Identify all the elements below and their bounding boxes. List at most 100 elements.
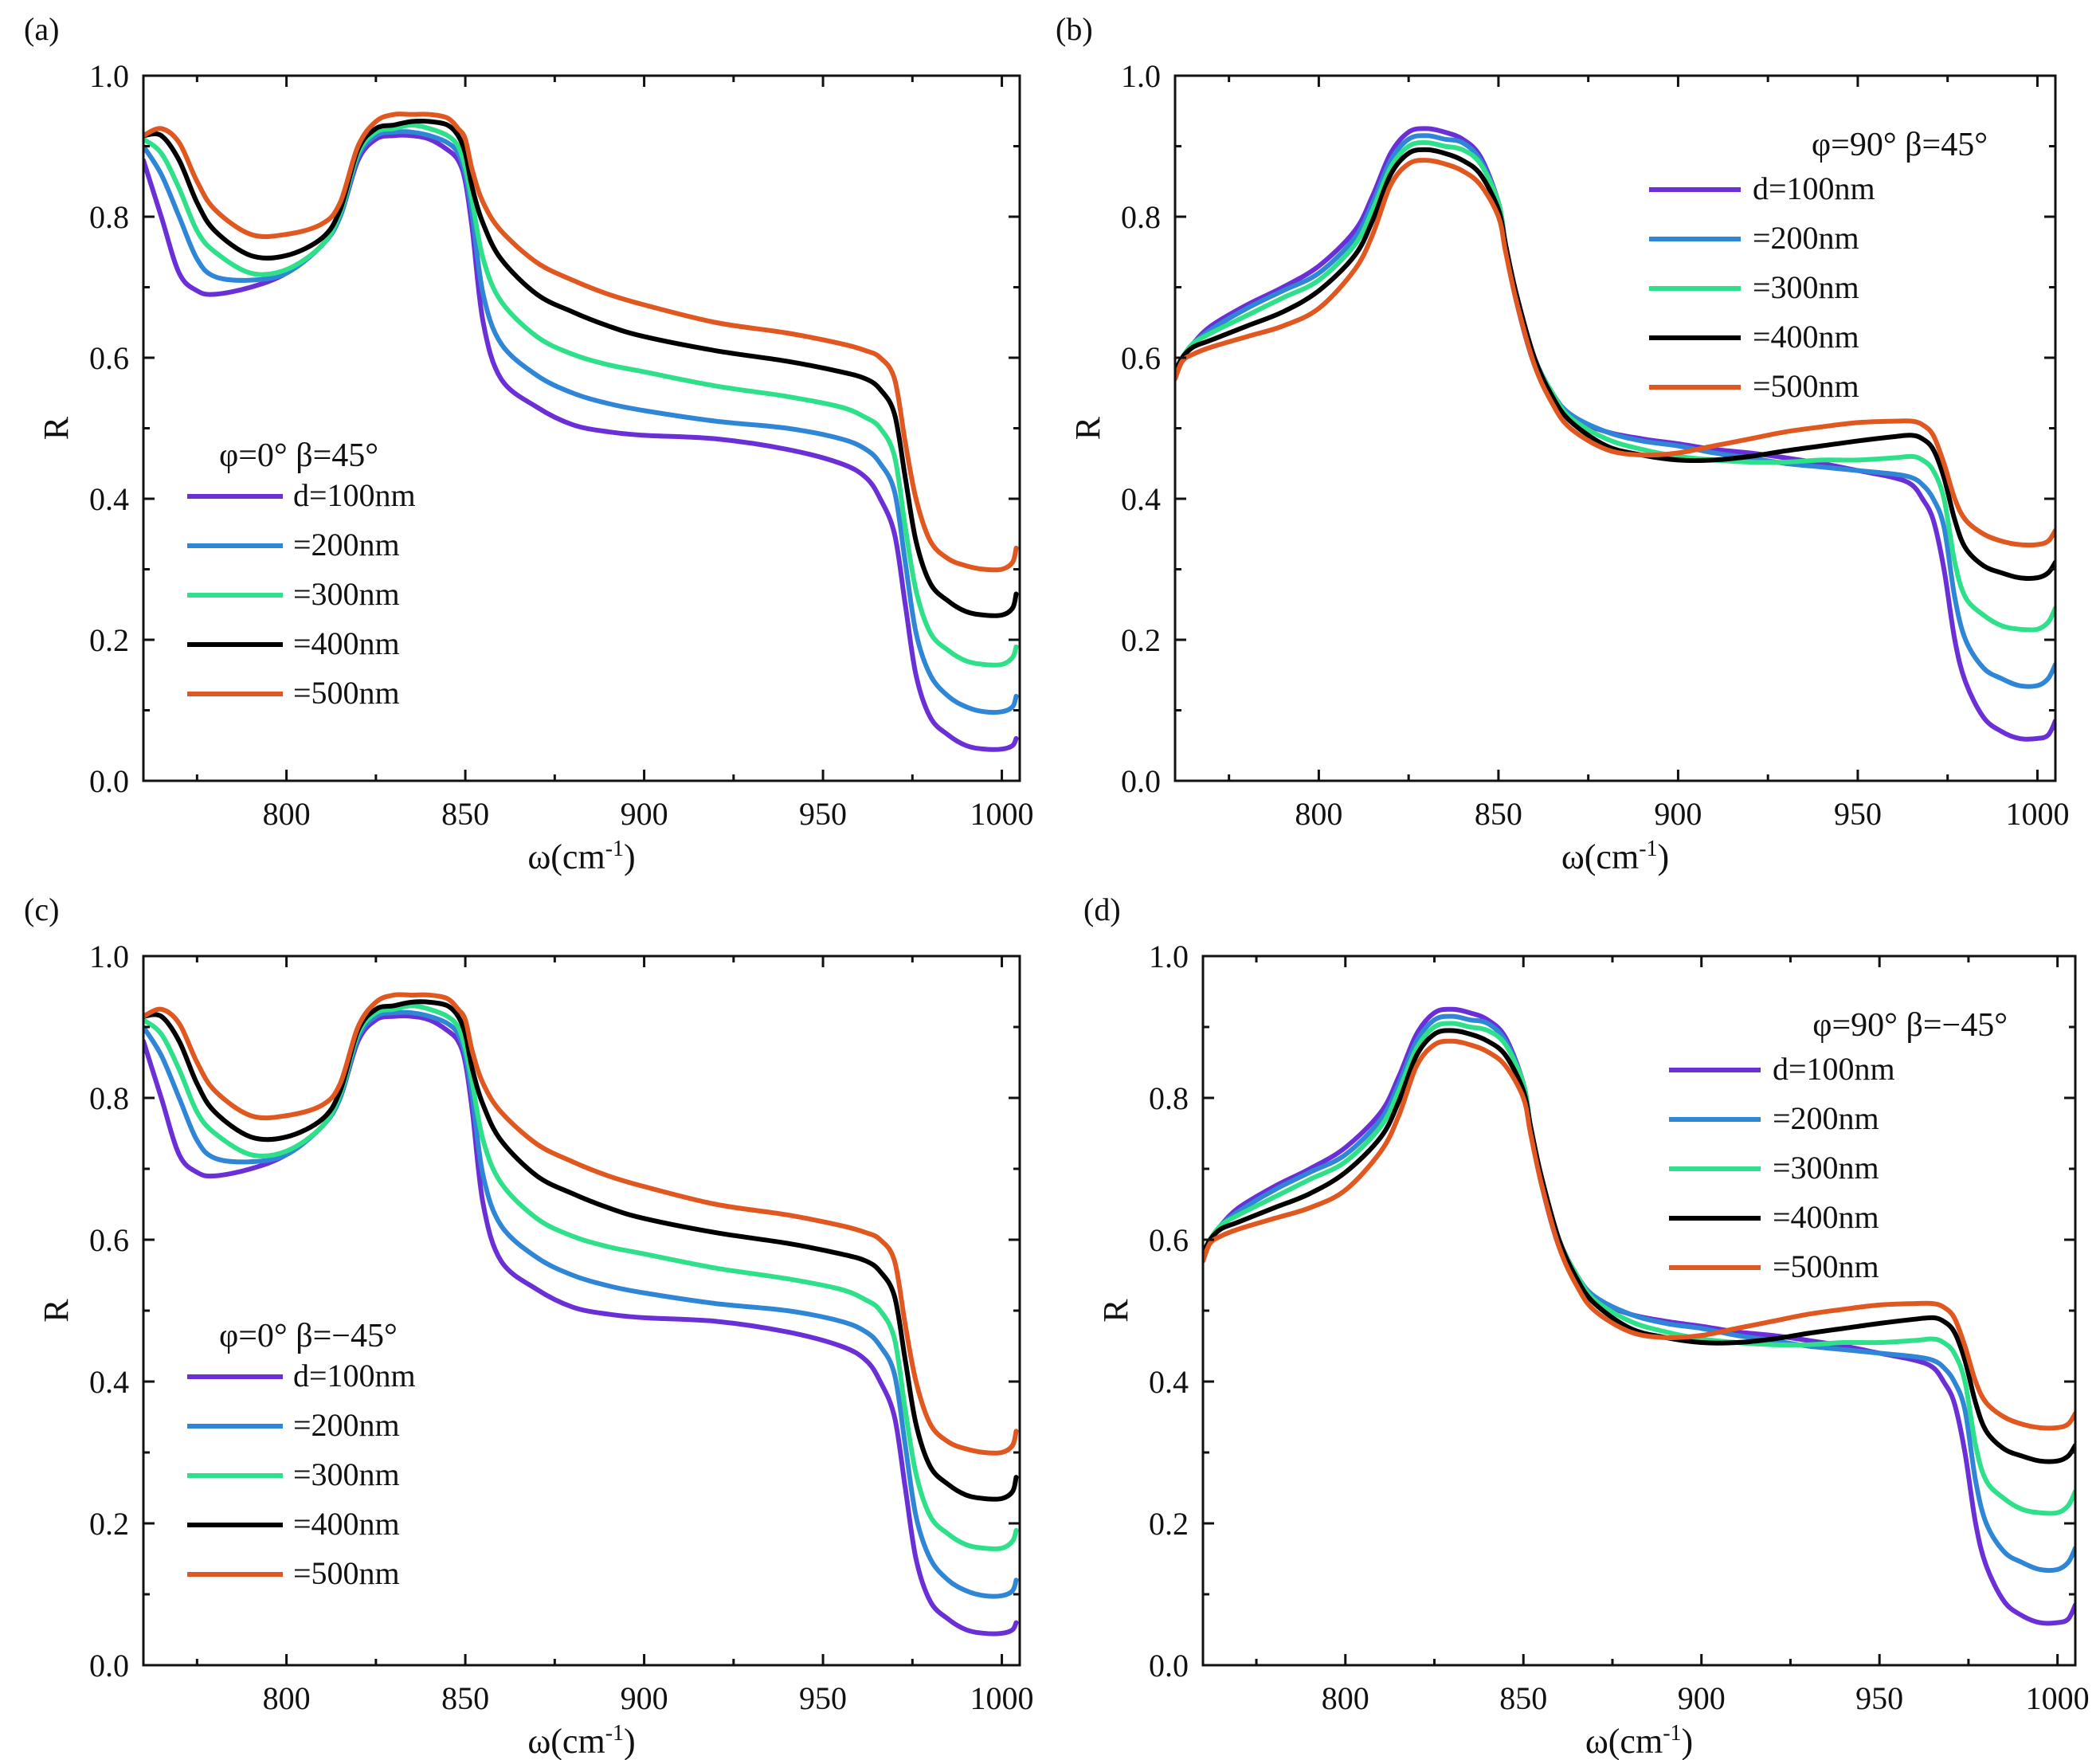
y-tick-label: 1.0 <box>1121 58 1161 94</box>
x-tick-label: 1000 <box>2026 1680 2090 1716</box>
x-tick-label: 800 <box>263 1680 311 1716</box>
legend-entry: =300nm <box>293 576 400 612</box>
x-tick-label: 950 <box>1855 1680 1903 1716</box>
y-tick-label: 0.6 <box>89 1222 129 1258</box>
x-tick-label: 800 <box>1295 796 1342 832</box>
series-line <box>143 1003 1019 1551</box>
y-tick-label: 0.8 <box>89 199 129 235</box>
y-tick-label: 0.8 <box>89 1080 129 1116</box>
legend-entry: =500nm <box>1773 1248 1879 1284</box>
legend-entry: d=100nm <box>293 1358 416 1393</box>
series-line <box>1203 1013 2075 1573</box>
chart-panel: (d) 800 850 900 950 1000 0.0 0.2 0.4 0.6 0.8 1.0 ω(c… <box>1083 892 2090 1760</box>
x-tick-label: 900 <box>1678 1680 1726 1716</box>
x-axis-title: ω(cm-1) <box>527 1721 635 1760</box>
legend-entry: =300nm <box>1753 269 1859 305</box>
x-tick-label: 800 <box>1322 1680 1369 1716</box>
y-tick-label: 0.4 <box>89 481 129 517</box>
y-axis-title: R <box>1096 1299 1135 1323</box>
chart-panel: (b) 800 850 900 950 1000 0.0 0.2 0.4 0.6 0.8 1.0 ω(c… <box>1056 11 2069 876</box>
series-line <box>143 999 1019 1502</box>
series-line <box>143 112 1019 573</box>
plot-frame <box>1201 954 2077 1667</box>
series-line <box>143 118 1019 618</box>
legend-entry: =200nm <box>293 527 400 562</box>
legend: φ=0° β=−45° d=100nm =200nm =300nm =400nm =500… <box>187 1318 416 1591</box>
x-axis-title: ω(cm-1) <box>1585 1721 1693 1760</box>
plot-frame <box>1173 74 2057 782</box>
series-line <box>143 129 1019 715</box>
series-line <box>1203 1038 2075 1431</box>
legend-entry: =400nm <box>293 625 400 661</box>
x-tick-label: 950 <box>799 1680 847 1716</box>
x-tick-label: 950 <box>1834 796 1882 832</box>
series-group <box>143 112 1019 752</box>
series-line <box>1203 1028 2075 1464</box>
legend-entry: =200nm <box>1753 220 1859 256</box>
x-tick-label: 1000 <box>2005 796 2069 832</box>
legend-entry: =400nm <box>293 1506 400 1542</box>
x-tick-label: 1000 <box>970 796 1034 832</box>
legend-entry: =200nm <box>1773 1100 1879 1136</box>
chart-panel: (c) 800 850 900 950 1000 0.0 0.2 0.4 0.6 0.8 1.0 ω(c… <box>24 892 1034 1760</box>
y-tick-label: 0.0 <box>1121 763 1161 799</box>
legend-entry: =300nm <box>293 1456 400 1492</box>
x-tick-label: 1000 <box>970 1680 1034 1716</box>
series-group <box>1175 126 2055 742</box>
series-line <box>143 992 1019 1456</box>
series-line <box>143 122 1019 668</box>
y-axis-title: R <box>37 1299 76 1323</box>
series-group <box>1203 1006 2075 1626</box>
legend-entry: =200nm <box>293 1407 400 1443</box>
y-tick-label: 0.2 <box>89 1506 129 1542</box>
legend-entry: =500nm <box>1753 368 1859 404</box>
y-tick-label: 0.0 <box>89 763 129 799</box>
series-line <box>1175 147 2055 581</box>
legend-entry: =400nm <box>1753 319 1859 355</box>
x-tick-label: 850 <box>441 1680 489 1716</box>
x-tick-label: 850 <box>441 796 489 832</box>
y-tick-label: 0.8 <box>1121 199 1161 235</box>
x-tick-label: 850 <box>1499 1680 1547 1716</box>
x-tick-label: 950 <box>799 796 847 832</box>
y-tick-label: 1.0 <box>1149 939 1189 974</box>
y-tick-label: 0.4 <box>89 1364 129 1400</box>
x-axis-title: ω(cm-1) <box>527 837 635 876</box>
panel-label: (c) <box>24 892 59 927</box>
y-tick-label: 0.6 <box>89 340 129 376</box>
x-tick-label: 850 <box>1475 796 1522 832</box>
chart-panel: (a) 800 850 900 950 1000 0.0 0.2 0.4 0.6 0.8 1.0 ω(c… <box>24 11 1034 876</box>
y-tick-label: 0.4 <box>1149 1364 1189 1400</box>
series-line <box>1175 158 2055 548</box>
series-line <box>1175 133 2055 689</box>
y-tick-label: 0.2 <box>89 622 129 658</box>
y-axis-title: R <box>37 416 76 440</box>
series-group <box>143 992 1019 1637</box>
panel-label: (b) <box>1056 11 1093 47</box>
panel-label: (d) <box>1083 892 1121 927</box>
series-line <box>1175 140 2055 633</box>
y-tick-label: 0.2 <box>1149 1506 1189 1542</box>
legend-entry: =400nm <box>1773 1199 1879 1235</box>
y-tick-label: 0.0 <box>89 1648 129 1684</box>
legend-entry: =500nm <box>293 1555 400 1591</box>
x-tick-label: 900 <box>621 1680 668 1716</box>
y-tick-label: 0.8 <box>1149 1080 1189 1116</box>
x-axis-title: ω(cm-1) <box>1561 837 1669 876</box>
x-tick-label: 800 <box>263 796 311 832</box>
legend-title: φ=0° β=45° <box>219 437 378 474</box>
y-tick-label: 0.2 <box>1121 622 1161 658</box>
legend-entry: d=100nm <box>293 477 416 513</box>
x-tick-label: 900 <box>1654 796 1702 832</box>
y-axis-title: R <box>1068 416 1107 440</box>
legend-title: φ=0° β=−45° <box>219 1318 398 1354</box>
x-tick-label: 900 <box>621 796 668 832</box>
legend: φ=90° β=45° d=100nm =200nm =300nm =400nm =500… <box>1649 127 1988 404</box>
y-tick-label: 0.0 <box>1149 1648 1189 1684</box>
legend-entry: =500nm <box>293 675 400 711</box>
legend: φ=90° β=−45° d=100nm =200nm =300nm =400nm =50… <box>1669 1007 2008 1284</box>
legend-entry: =300nm <box>1773 1150 1879 1186</box>
y-tick-label: 0.4 <box>1121 481 1161 517</box>
legend-title: φ=90° β=45° <box>1812 127 1988 163</box>
legend-entry: d=100nm <box>1773 1051 1895 1087</box>
